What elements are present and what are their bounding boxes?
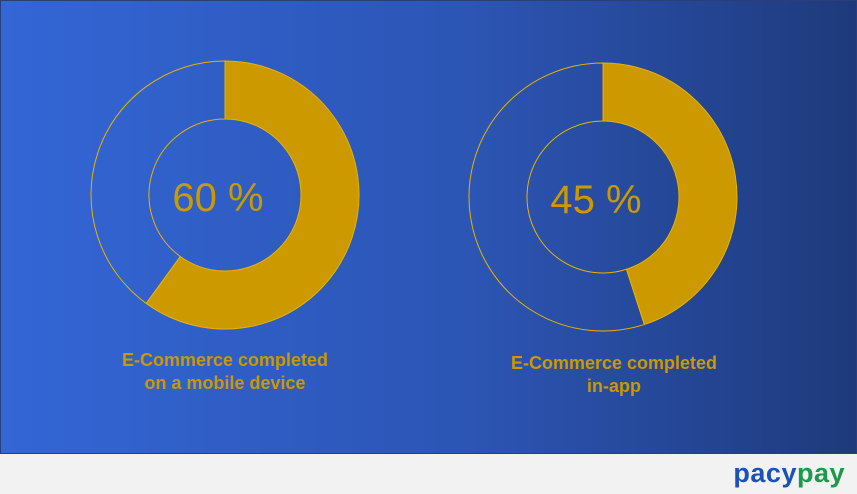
donut-slice-filled bbox=[602, 62, 738, 326]
pacypay-logo: pacypay bbox=[733, 458, 845, 489]
donut-center-label: 45 % bbox=[550, 178, 641, 222]
caption-line: in-app bbox=[587, 376, 641, 396]
footer bbox=[0, 454, 857, 494]
donut-slice-remaining bbox=[90, 60, 226, 305]
caption-mobile: E-Commerce completed on a mobile device bbox=[75, 349, 375, 395]
logo-part1: pacy bbox=[733, 458, 797, 488]
caption-line: E-Commerce completed bbox=[510, 353, 718, 373]
donut-center-label: 60 % bbox=[172, 176, 263, 220]
donut-charts: 60 % 45 % bbox=[90, 60, 738, 332]
caption-in-app: E-Commerce completed in-app bbox=[464, 352, 764, 398]
donut-slice-remaining bbox=[468, 62, 646, 332]
logo-part2: pay bbox=[796, 458, 845, 488]
caption-line: on a mobile device bbox=[144, 373, 306, 393]
donut-slice-filled bbox=[145, 60, 360, 330]
caption-line: E-Commerce completed bbox=[121, 350, 329, 370]
